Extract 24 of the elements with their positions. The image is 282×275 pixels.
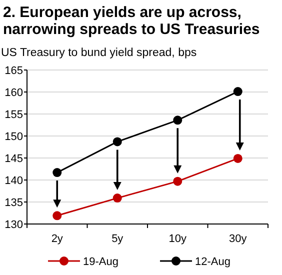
point xyxy=(173,116,182,125)
chart-title: 2. European yields are up across, narrowing spreads to US Treasuries xyxy=(3,4,260,38)
point xyxy=(52,211,62,220)
point xyxy=(52,168,62,178)
point xyxy=(112,137,122,146)
y-tick-label: 165 xyxy=(4,64,23,77)
y-tick-label: 155 xyxy=(4,108,23,121)
y-tick-label: 130 xyxy=(4,218,23,231)
chart-subtitle: US Treasury to bund yield spread, bps xyxy=(1,47,197,59)
y-tick-label: 145 xyxy=(4,152,23,165)
legend-label: 12-Aug xyxy=(195,256,230,268)
x-tick-label: 30y xyxy=(229,233,248,245)
y-tick-label: 150 xyxy=(4,130,23,143)
y-tick-label: 140 xyxy=(4,174,23,187)
x-tick-label: 5y xyxy=(112,233,124,245)
y-tick-label: 135 xyxy=(4,196,23,209)
point xyxy=(112,194,122,203)
point xyxy=(233,87,242,96)
x-tick-label: 2y xyxy=(51,233,64,245)
point xyxy=(233,154,242,163)
point xyxy=(173,176,182,186)
x-tick-label: 10y xyxy=(168,233,187,245)
y-tick-label: 160 xyxy=(4,86,23,99)
legend-label: 19-Aug xyxy=(83,256,118,268)
